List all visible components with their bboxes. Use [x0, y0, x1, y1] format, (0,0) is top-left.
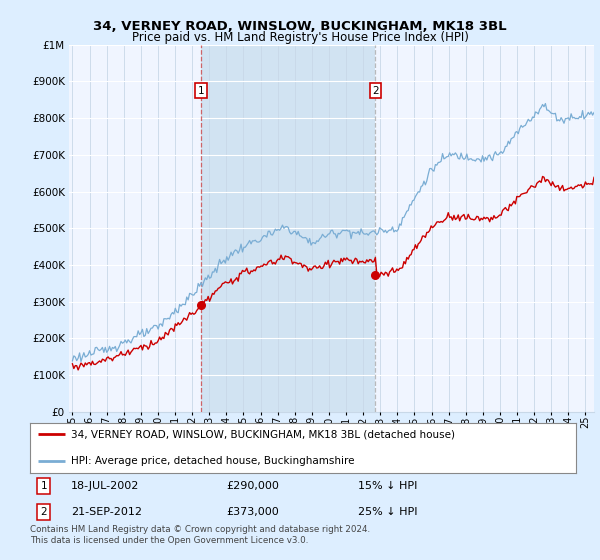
Text: Contains HM Land Registry data © Crown copyright and database right 2024.
This d: Contains HM Land Registry data © Crown c… [30, 525, 370, 545]
Text: £373,000: £373,000 [227, 507, 280, 517]
Text: HPI: Average price, detached house, Buckinghamshire: HPI: Average price, detached house, Buck… [71, 456, 355, 465]
Text: 15% ↓ HPI: 15% ↓ HPI [358, 481, 417, 491]
Text: 25% ↓ HPI: 25% ↓ HPI [358, 507, 417, 517]
Bar [202, 45, 376, 412]
Text: 1: 1 [40, 481, 47, 491]
Text: £290,000: £290,000 [227, 481, 280, 491]
Text: 2: 2 [40, 507, 47, 517]
Text: 34, VERNEY ROAD, WINSLOW, BUCKINGHAM, MK18 3BL: 34, VERNEY ROAD, WINSLOW, BUCKINGHAM, MK… [93, 20, 507, 32]
Text: 18-JUL-2002: 18-JUL-2002 [71, 481, 139, 491]
Text: 21-SEP-2012: 21-SEP-2012 [71, 507, 142, 517]
Text: 34, VERNEY ROAD, WINSLOW, BUCKINGHAM, MK18 3BL (detached house): 34, VERNEY ROAD, WINSLOW, BUCKINGHAM, MK… [71, 430, 455, 440]
Text: 2: 2 [372, 86, 379, 96]
Text: Price paid vs. HM Land Registry's House Price Index (HPI): Price paid vs. HM Land Registry's House … [131, 31, 469, 44]
Text: 1: 1 [198, 86, 205, 96]
